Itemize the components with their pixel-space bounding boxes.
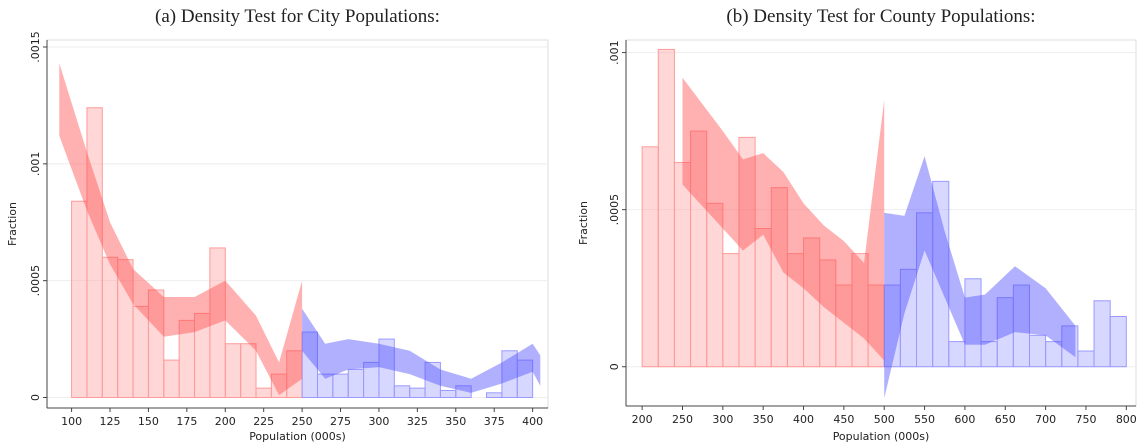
x-tick-label: 500	[874, 413, 895, 426]
x-tick-label: 800	[1116, 413, 1137, 426]
bar	[147, 289, 165, 398]
bar	[706, 202, 724, 368]
bar	[657, 48, 675, 368]
bar	[1093, 300, 1111, 368]
bar	[101, 256, 119, 398]
x-tick-label: 150	[138, 415, 159, 428]
x-tick-label: 350	[445, 415, 466, 428]
y-tick-label: 0	[29, 394, 42, 401]
bar	[301, 331, 318, 398]
x-axis-label: Population (000s)	[249, 430, 346, 443]
bar	[86, 107, 103, 398]
bar	[209, 247, 226, 398]
y-tick-label: .0015	[29, 31, 42, 63]
bar	[980, 341, 998, 368]
bar	[71, 200, 88, 398]
x-tick-label: 550	[914, 413, 935, 426]
bar	[240, 343, 257, 398]
y-tick-label: .001	[29, 152, 42, 177]
x-tick-label: 650	[995, 413, 1016, 426]
bar	[132, 305, 149, 398]
y-axis-label: Fraction	[577, 201, 590, 245]
chart-a: (a) Density Test for City Populations: 0.…	[6, 6, 549, 443]
bar	[409, 387, 426, 398]
y-tick-label: .0005	[608, 194, 621, 226]
bar	[722, 253, 740, 368]
x-tick-label: 750	[1075, 413, 1096, 426]
bar	[424, 361, 441, 398]
bar	[163, 359, 180, 398]
x-tick-label: 450	[833, 413, 854, 426]
bar	[641, 146, 659, 368]
chart-title: (b) Density Test for County Populations:	[726, 6, 1035, 27]
x-tick-label: 250	[292, 415, 313, 428]
x-tick-label: 125	[100, 415, 121, 428]
x-tick-label: 275	[330, 415, 351, 428]
x-axis-label: Population (000s)	[833, 430, 930, 443]
x-tick-label: 375	[484, 415, 505, 428]
chart-b: (b) Density Test for County Populations:…	[577, 6, 1137, 443]
bar	[964, 278, 982, 368]
bar	[1077, 350, 1095, 368]
y-tick-label: .0005	[29, 265, 42, 297]
confidence-band	[682, 77, 885, 361]
bar	[754, 227, 772, 368]
bar	[332, 373, 349, 398]
x-tick-label: 100	[61, 415, 82, 428]
confidence-band	[884, 156, 1076, 399]
x-tick-label: 200	[632, 413, 653, 426]
bar	[255, 387, 272, 398]
y-tick-label: 0	[608, 363, 621, 370]
bar	[393, 385, 411, 398]
x-tick-label: 350	[753, 413, 774, 426]
bar	[455, 385, 472, 398]
bar	[1028, 334, 1047, 368]
bar	[486, 392, 503, 398]
confidence-band	[59, 63, 303, 396]
bar	[948, 341, 966, 368]
bar	[1012, 284, 1030, 368]
bar	[673, 162, 692, 368]
bar	[516, 359, 534, 398]
x-tick-label: 250	[672, 413, 693, 426]
x-tick-label: 200	[215, 415, 236, 428]
x-tick-label: 400	[793, 413, 814, 426]
x-tick-label: 300	[712, 413, 733, 426]
bar	[378, 338, 395, 398]
x-tick-label: 325	[407, 415, 428, 428]
bar	[1109, 315, 1127, 368]
x-tick-label: 700	[1035, 413, 1056, 426]
x-tick-label: 175	[176, 415, 197, 428]
bar	[347, 368, 365, 398]
confidence-band	[302, 308, 541, 393]
x-tick-label: 400	[522, 415, 543, 428]
y-axis-label: Fraction	[6, 202, 19, 246]
y-tick-label: .001	[608, 40, 621, 65]
bar	[1061, 325, 1079, 368]
x-tick-label: 225	[253, 415, 274, 428]
x-tick-label: 300	[368, 415, 389, 428]
x-tick-label: 600	[954, 413, 975, 426]
bar	[224, 343, 242, 398]
bar	[932, 180, 950, 368]
bar	[439, 389, 457, 398]
chart-title: (a) Density Test for City Populations:	[155, 6, 440, 27]
